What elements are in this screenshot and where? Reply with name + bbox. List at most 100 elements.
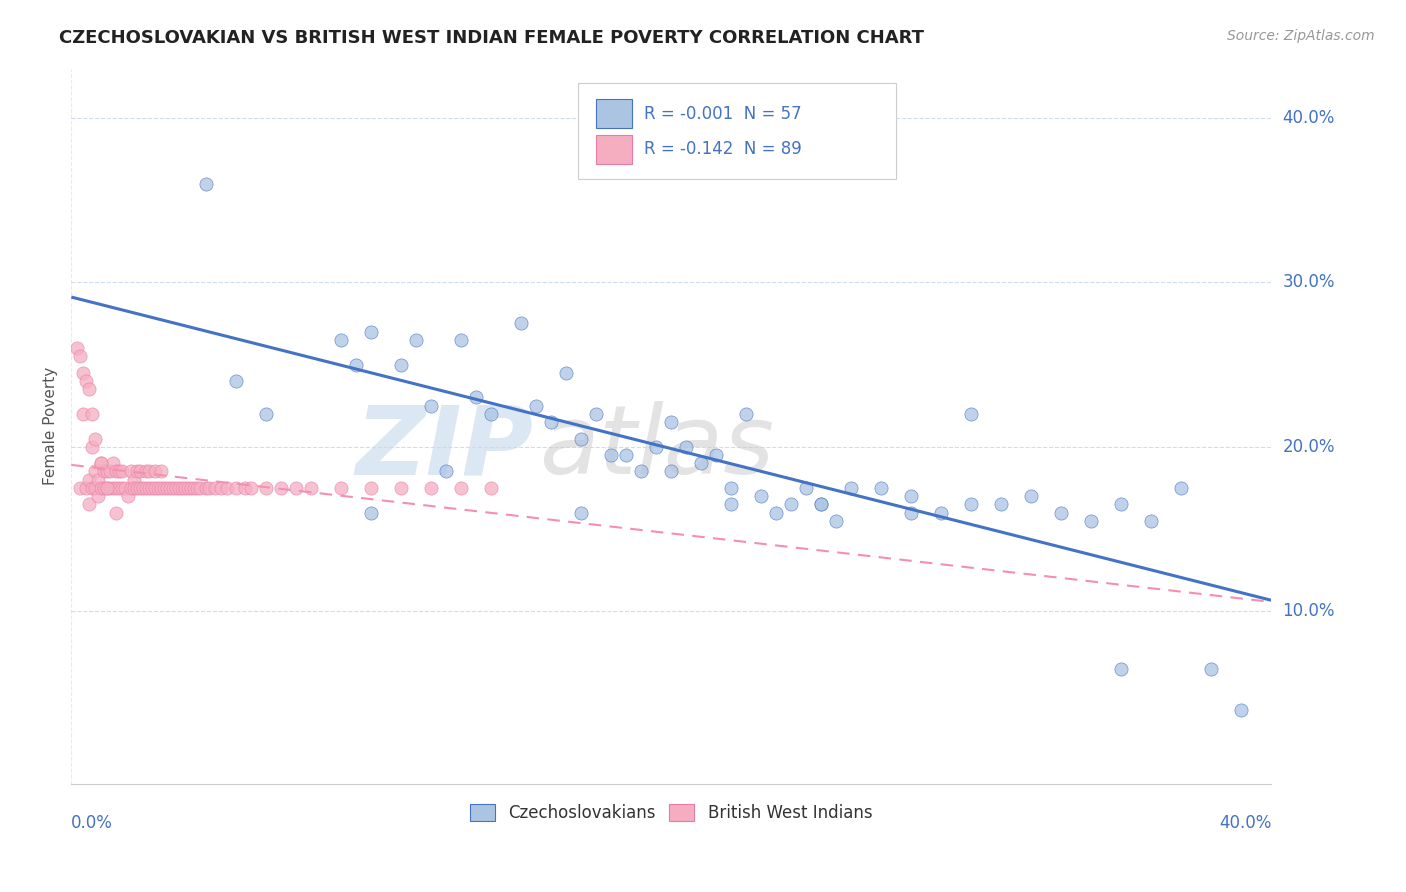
- Point: [450, 481, 472, 495]
- Text: ZIP: ZIP: [356, 401, 533, 494]
- Point: [165, 481, 187, 495]
- Point: [114, 481, 136, 495]
- Point: [690, 456, 713, 470]
- Point: [75, 481, 97, 495]
- Point: [1109, 662, 1132, 676]
- Point: [479, 481, 502, 495]
- Point: [82, 440, 104, 454]
- Point: [225, 374, 247, 388]
- Point: [810, 497, 832, 511]
- Point: [420, 399, 443, 413]
- Point: [98, 464, 121, 478]
- Point: [1019, 489, 1042, 503]
- Point: [148, 481, 170, 495]
- Point: [839, 481, 862, 495]
- Point: [174, 481, 197, 495]
- Point: [1140, 514, 1163, 528]
- Point: [82, 407, 104, 421]
- Point: [614, 448, 637, 462]
- Text: 40.0%: 40.0%: [1219, 814, 1271, 832]
- Point: [172, 481, 194, 495]
- Point: [135, 481, 157, 495]
- Point: [344, 358, 367, 372]
- Legend: Czechoslovakians, British West Indians: Czechoslovakians, British West Indians: [464, 797, 879, 830]
- Point: [704, 448, 727, 462]
- Point: [143, 481, 166, 495]
- Point: [108, 464, 131, 478]
- Point: [143, 464, 166, 478]
- Point: [98, 481, 121, 495]
- Point: [960, 407, 983, 421]
- Point: [186, 481, 208, 495]
- Point: [183, 481, 205, 495]
- Point: [138, 464, 160, 478]
- Text: CZECHOSLOVAKIAN VS BRITISH WEST INDIAN FEMALE POVERTY CORRELATION CHART: CZECHOSLOVAKIAN VS BRITISH WEST INDIAN F…: [59, 29, 924, 46]
- Text: 20.0%: 20.0%: [1282, 438, 1334, 456]
- Point: [825, 514, 848, 528]
- Point: [990, 497, 1012, 511]
- Point: [84, 481, 107, 495]
- Point: [360, 481, 382, 495]
- Point: [735, 407, 758, 421]
- Point: [209, 481, 232, 495]
- Point: [79, 497, 101, 511]
- Point: [1080, 514, 1102, 528]
- Point: [93, 481, 115, 495]
- Text: 30.0%: 30.0%: [1282, 273, 1334, 292]
- Point: [198, 481, 221, 495]
- Point: [659, 415, 682, 429]
- Point: [900, 489, 922, 503]
- Point: [162, 481, 184, 495]
- Point: [103, 456, 125, 470]
- Point: [659, 464, 682, 478]
- Point: [1109, 497, 1132, 511]
- Point: [72, 366, 94, 380]
- Point: [103, 481, 125, 495]
- Point: [127, 481, 149, 495]
- Point: [108, 481, 131, 495]
- Point: [156, 481, 179, 495]
- Point: [127, 464, 149, 478]
- Point: [749, 489, 772, 503]
- Point: [330, 481, 353, 495]
- Point: [1050, 506, 1073, 520]
- Point: [233, 481, 256, 495]
- Point: [299, 481, 322, 495]
- Point: [270, 481, 292, 495]
- Point: [96, 481, 118, 495]
- FancyBboxPatch shape: [578, 83, 896, 179]
- Point: [240, 481, 263, 495]
- Point: [124, 473, 146, 487]
- Point: [90, 481, 112, 495]
- Point: [84, 464, 107, 478]
- Text: R = -0.001  N = 57: R = -0.001 N = 57: [644, 104, 801, 122]
- Point: [929, 506, 952, 520]
- Point: [389, 358, 412, 372]
- Point: [254, 407, 277, 421]
- Point: [569, 432, 592, 446]
- Point: [129, 481, 152, 495]
- Point: [72, 407, 94, 421]
- Point: [434, 464, 457, 478]
- Y-axis label: Female Poverty: Female Poverty: [44, 367, 58, 485]
- Point: [141, 481, 163, 495]
- Point: [90, 456, 112, 470]
- Point: [780, 497, 803, 511]
- Point: [79, 473, 101, 487]
- Point: [765, 506, 787, 520]
- Point: [420, 481, 443, 495]
- Point: [188, 481, 211, 495]
- Point: [105, 506, 128, 520]
- Text: 40.0%: 40.0%: [1282, 109, 1334, 127]
- Point: [120, 464, 142, 478]
- Point: [389, 481, 412, 495]
- Text: Source: ZipAtlas.com: Source: ZipAtlas.com: [1227, 29, 1375, 43]
- Point: [360, 325, 382, 339]
- Point: [195, 481, 218, 495]
- Point: [204, 481, 226, 495]
- Point: [870, 481, 893, 495]
- FancyBboxPatch shape: [596, 135, 631, 163]
- Point: [169, 481, 191, 495]
- Point: [75, 374, 97, 388]
- Point: [195, 177, 218, 191]
